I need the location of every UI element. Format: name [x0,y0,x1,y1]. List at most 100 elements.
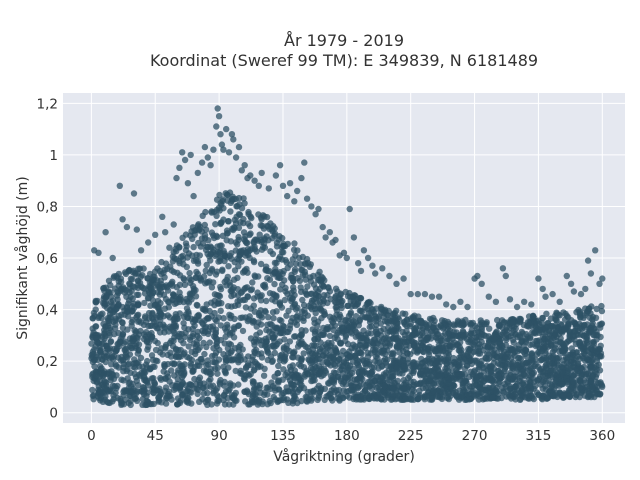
data-point [241,267,249,274]
data-point [163,282,170,289]
data-point [247,230,254,237]
data-point [381,382,388,390]
data-point [340,358,348,365]
data-point [241,200,248,207]
data-point [198,159,206,166]
data-point [486,325,493,332]
data-point [255,273,262,280]
data-point [506,393,513,400]
data-point [115,289,122,297]
data-point [307,388,315,395]
data-point [200,390,207,397]
data-point [258,354,266,361]
data-point [257,297,265,304]
data-point [291,198,298,205]
data-point [206,269,214,277]
data-point [430,381,438,388]
data-point [270,315,277,322]
data-point [507,369,514,376]
data-point [185,343,192,350]
data-point [319,223,326,231]
data-point [156,313,164,321]
data-point [230,401,237,408]
data-point [203,301,210,308]
data-point [561,391,568,398]
data-point [200,380,207,387]
data-point [407,290,414,298]
data-point [505,387,512,394]
data-point [89,358,97,366]
data-point [166,378,173,385]
data-point [143,329,150,336]
data-point [301,288,309,295]
data-point [572,327,579,335]
x-tick-label: 360 [589,428,615,444]
data-point [256,231,263,238]
data-point [494,360,502,367]
data-point [240,195,247,202]
data-point [141,299,148,307]
data-point [181,281,189,288]
data-point [260,282,267,289]
data-point [247,172,254,179]
data-point [455,347,462,354]
data-point [137,273,144,280]
data-point [284,290,291,298]
data-point [506,360,513,368]
data-point [176,289,183,296]
data-point [229,193,236,200]
chart-title-line-1: År 1979 - 2019 [284,31,404,50]
data-point [469,319,477,327]
data-point [342,316,349,324]
data-point [200,339,207,347]
data-point [567,280,575,287]
data-point [202,323,210,331]
data-point [504,378,511,385]
data-point [594,383,601,391]
data-point [450,328,457,336]
data-point [322,234,329,241]
data-point [512,396,519,403]
data-point [530,395,537,403]
data-point [149,311,156,318]
data-point [360,247,368,254]
data-point [90,392,97,399]
data-point [470,382,477,389]
data-point [389,353,396,360]
data-point [89,386,96,394]
data-point [350,341,357,348]
data-point [395,343,403,351]
data-point [368,323,375,330]
data-point [503,331,510,338]
data-point [110,353,118,360]
data-point [203,369,210,376]
y-tick-label: 1,2 [37,96,58,112]
data-point [253,338,260,345]
data-point [177,353,185,360]
data-point [403,322,410,329]
data-point [197,355,204,363]
data-point [566,392,574,400]
data-point [100,285,107,292]
data-point [162,229,169,236]
data-point [312,358,319,365]
data-point [368,385,375,392]
data-point [235,143,243,151]
data-point [327,342,334,350]
data-point [593,348,601,355]
data-point [190,243,197,251]
data-point [312,211,319,218]
data-point [422,336,430,343]
data-point [215,292,222,299]
scatter-points [88,105,606,409]
data-point [127,344,135,352]
data-point [364,392,371,399]
data-point [290,246,298,253]
data-point [190,285,197,292]
data-point [577,290,585,298]
data-point [116,316,123,323]
data-point [340,324,347,332]
data-point [344,302,352,309]
data-point [220,146,227,153]
data-point [221,325,229,332]
